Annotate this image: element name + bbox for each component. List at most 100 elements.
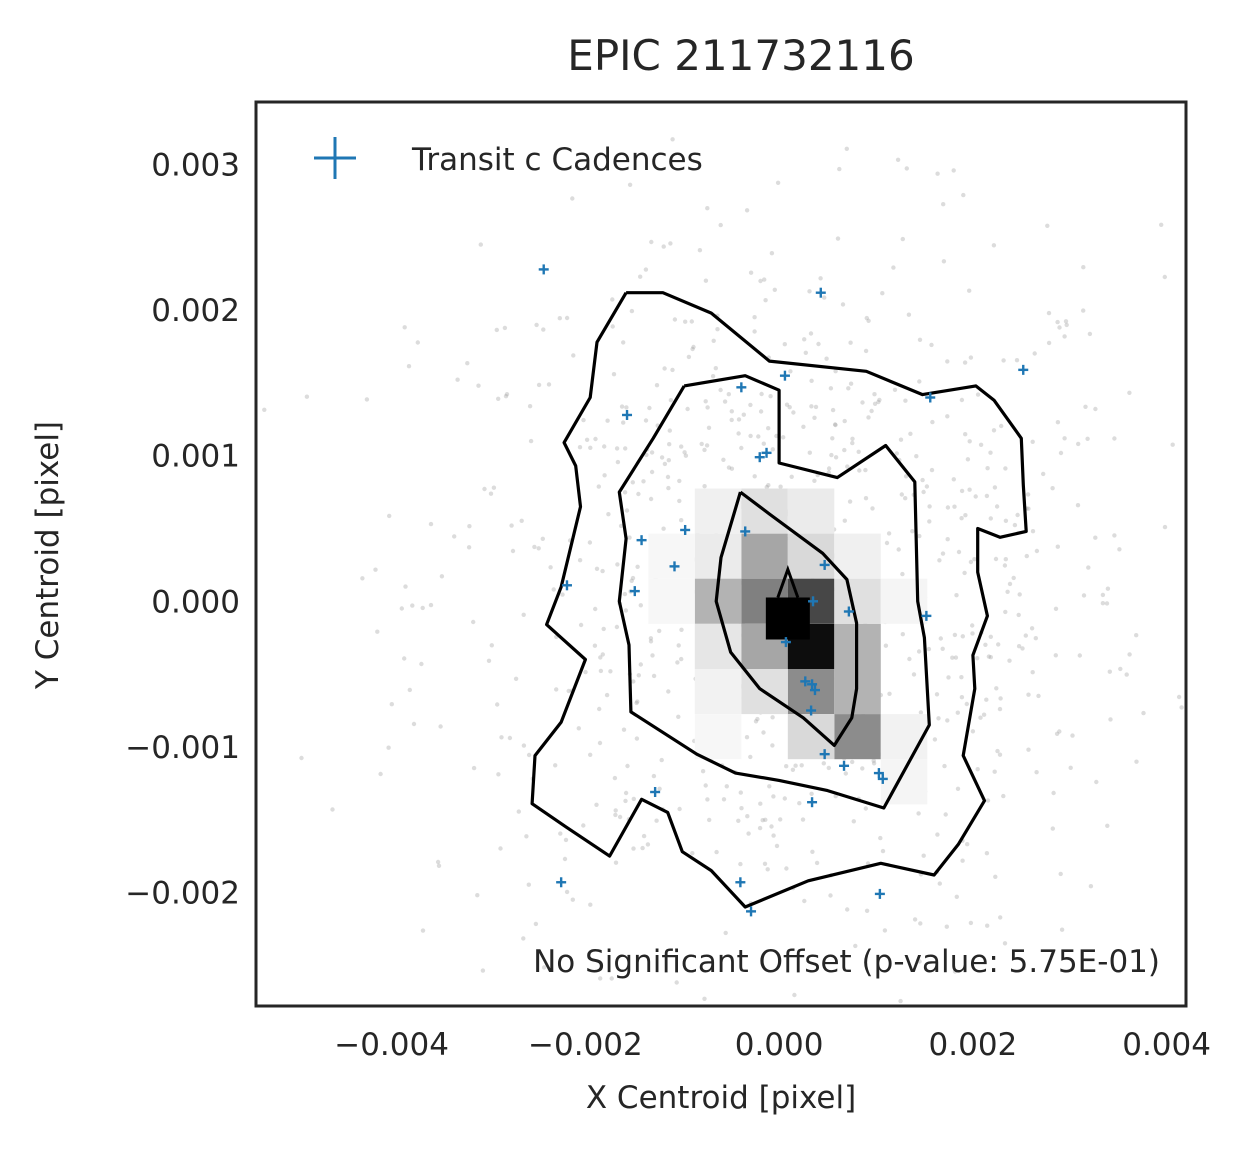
background-point	[876, 399, 881, 405]
background-point	[1162, 524, 1168, 530]
background-point	[668, 241, 673, 246]
background-point	[597, 740, 603, 746]
background-point	[896, 547, 901, 552]
transit-point	[636, 535, 647, 546]
background-point	[921, 853, 926, 858]
background-point	[994, 686, 999, 691]
background-point	[937, 558, 942, 563]
background-point	[564, 889, 570, 895]
background-point	[762, 861, 768, 866]
background-point	[638, 274, 643, 279]
background-point	[521, 936, 526, 941]
background-point	[486, 658, 492, 663]
background-point	[452, 534, 457, 539]
background-point	[952, 504, 957, 509]
background-point	[878, 835, 883, 841]
background-point	[1033, 636, 1039, 641]
background-point	[631, 846, 636, 851]
background-point	[711, 338, 716, 343]
background-point	[1016, 644, 1022, 649]
background-point	[816, 341, 821, 347]
background-point	[807, 289, 812, 294]
background-point	[832, 422, 838, 427]
background-point	[1075, 503, 1081, 508]
background-point	[507, 735, 513, 741]
background-point	[1032, 351, 1037, 356]
x-tick-label: −0.004	[334, 1027, 449, 1063]
background-point	[619, 404, 625, 409]
background-point	[914, 454, 919, 459]
background-point	[516, 809, 521, 814]
background-point	[636, 491, 641, 497]
density-contours	[530, 291, 1028, 909]
background-point	[600, 652, 605, 657]
transit-point	[1018, 364, 1029, 375]
peak-triangle	[776, 565, 800, 598]
background-point	[648, 636, 654, 641]
background-point	[826, 765, 831, 771]
background-point	[1070, 733, 1075, 738]
background-point	[967, 487, 972, 492]
background-point	[988, 655, 993, 660]
background-point	[1088, 884, 1094, 889]
x-tick-label: 0.004	[1122, 1027, 1211, 1063]
background-point	[810, 849, 815, 854]
background-point	[866, 318, 871, 323]
background-point	[833, 422, 838, 428]
background-point	[1134, 633, 1139, 638]
background-point	[952, 632, 958, 638]
transit-point	[921, 610, 932, 621]
background-point	[1112, 436, 1117, 441]
background-point	[588, 445, 593, 450]
background-point	[724, 784, 729, 789]
background-point	[419, 661, 424, 667]
background-point	[491, 485, 497, 490]
background-point	[945, 505, 951, 510]
background-point	[718, 387, 723, 393]
background-point	[907, 656, 912, 662]
background-point	[726, 465, 732, 470]
background-point	[510, 548, 516, 554]
background-point	[478, 242, 483, 247]
background-point	[702, 447, 707, 453]
background-point	[546, 382, 552, 387]
background-point	[898, 437, 904, 442]
background-point	[997, 752, 1003, 757]
background-point	[748, 433, 753, 439]
background-point	[843, 771, 848, 776]
background-point	[1058, 450, 1064, 456]
background-point	[641, 479, 646, 484]
background-point	[761, 730, 766, 735]
background-point	[941, 202, 946, 207]
background-point	[903, 496, 908, 501]
background-point	[699, 441, 704, 447]
background-point	[833, 369, 838, 374]
background-point	[689, 319, 694, 324]
background-point	[784, 866, 789, 871]
background-point	[1076, 441, 1081, 447]
background-point	[978, 715, 983, 720]
background-point	[601, 626, 606, 632]
background-point	[755, 716, 760, 722]
background-point	[415, 340, 420, 345]
background-point	[784, 402, 790, 407]
background-point	[926, 646, 932, 652]
background-point	[981, 712, 987, 717]
transit-point	[669, 561, 680, 572]
background-point	[904, 166, 909, 171]
background-point	[1007, 581, 1013, 587]
background-point	[812, 415, 817, 420]
background-point	[435, 859, 441, 865]
background-point	[1118, 666, 1123, 672]
background-point	[729, 466, 735, 471]
background-point	[973, 494, 978, 499]
background-point	[1162, 274, 1168, 280]
background-point	[964, 701, 969, 707]
background-point	[1105, 586, 1111, 591]
background-point	[623, 608, 629, 613]
background-point	[837, 166, 842, 172]
background-point	[997, 706, 1003, 712]
background-point	[679, 656, 684, 662]
background-point	[842, 418, 847, 424]
background-point	[767, 784, 772, 789]
